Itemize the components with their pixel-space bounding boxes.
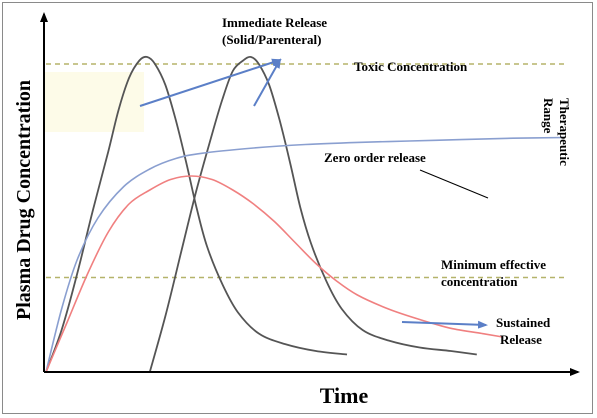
chart-frame: [2, 2, 593, 414]
therapeutic-range-line-2: Range: [541, 98, 556, 134]
toxic-concentration-label: Toxic Concentration: [354, 59, 468, 74]
ir-arrow-1: [139, 58, 282, 107]
mec-label-line-1: Minimum effective: [441, 257, 546, 272]
immediate-release-dose-2-line: [148, 55, 477, 373]
therapeutic-range-label: Therapeutic Range: [541, 98, 572, 169]
x-axis-label: Time: [320, 383, 369, 408]
svg-text:Therapeutic Range: Therapeutic Range: [541, 98, 572, 169]
series-layer: [45, 55, 566, 373]
therapeutic-range-line-1: Therapeutic: [557, 98, 572, 166]
ir-arrow-2: [253, 58, 281, 107]
zero-order-leader: [419, 169, 489, 199]
sustained-release-arrow: [401, 320, 488, 329]
immediate-release-dose-1-line: [45, 55, 348, 373]
immediate-release-label: Immediate Release (Solid/Parenteral): [222, 15, 330, 47]
sustained-release-line-1: Sustained: [496, 315, 551, 330]
mec-label-line-2: concentration: [441, 274, 518, 289]
toxic-band-tint: [44, 72, 144, 132]
immediate-release-label-line-1: Immediate Release: [222, 15, 327, 30]
zero-order-release-line: [45, 136, 566, 373]
sustained-release-line-2: Release: [500, 332, 542, 347]
zero-order-release-label: Zero order release: [324, 150, 426, 165]
y-axis-label: Plasma Drug Concentration: [13, 80, 35, 320]
minimum-effective-concentration-label: Minimum effective concentration: [441, 257, 549, 289]
sustained-release-line: [45, 175, 503, 373]
sustained-release-label: Sustained Release: [496, 315, 553, 347]
immediate-release-label-line-2: (Solid/Parenteral): [222, 32, 321, 47]
